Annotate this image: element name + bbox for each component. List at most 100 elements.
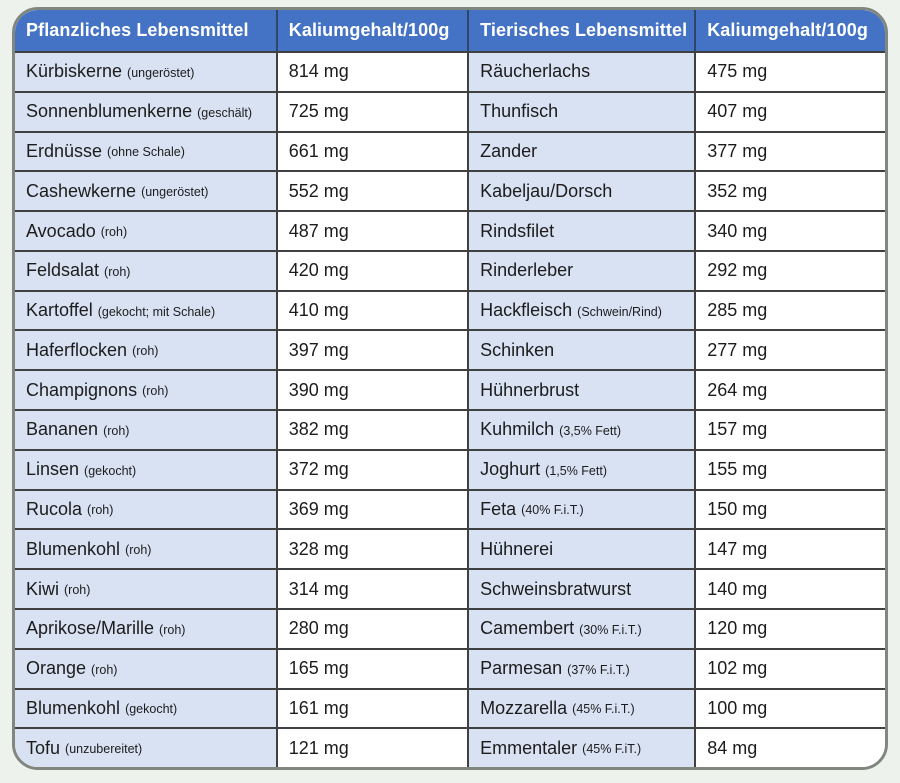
- animal-value-cell: 147 mg: [696, 530, 885, 569]
- plant-value-cell: 369 mg: [277, 490, 470, 529]
- animal-name-cell: Schinken: [469, 331, 697, 370]
- plant-value-cell: 420 mg: [277, 251, 470, 290]
- animal-name-cell: Feta (40% F.i.T.): [469, 490, 697, 529]
- plant-food-name: Blumenkohl: [26, 697, 121, 718]
- animal-value-cell: 352 mg: [696, 172, 885, 211]
- animal-potassium-value: 340 mg: [707, 220, 768, 241]
- plant-food-note: (roh): [91, 662, 118, 677]
- plant-potassium-value: 410 mg: [288, 300, 349, 321]
- animal-value-cell: 264 mg: [696, 371, 885, 410]
- plant-food-note: (roh): [125, 543, 152, 558]
- plant-value-cell: 814 mg: [277, 53, 470, 91]
- animal-food-name: Rinderleber: [480, 260, 574, 281]
- animal-food-name: Kuhmilch: [480, 419, 555, 440]
- plant-name-cell: Cashewkerne (ungeröstet): [15, 172, 278, 211]
- table-row: Aprikose/Marille (roh) 280 mg Camembert (30%…: [15, 607, 885, 648]
- animal-food-name: Schinken: [480, 339, 555, 360]
- animal-value-cell: 155 mg: [696, 450, 885, 489]
- plant-name-cell: Champignons (roh): [15, 371, 278, 410]
- plant-potassium-value: 328 mg: [288, 538, 349, 559]
- animal-name-cell: Emmentaler (45% F.iT.): [469, 729, 697, 767]
- animal-value-cell: 285 mg: [696, 291, 885, 330]
- table-body: Kürbiskerne (ungeröstet) 814 mg Räucherlach…: [15, 51, 885, 767]
- plant-food-name: Haferflocken: [26, 339, 128, 360]
- plant-name-cell: Kartoffel (gekocht; mit Schale): [15, 291, 278, 330]
- potassium-table: Pflanzliches Lebensmittel Kaliumgehalt/1…: [12, 7, 888, 770]
- plant-potassium-value: 372 mg: [288, 459, 349, 480]
- header-animal-potassium: Kaliumgehalt/100g: [707, 20, 868, 40]
- plant-potassium-value: 661 mg: [288, 140, 349, 161]
- plant-name-cell: Haferflocken (roh): [15, 331, 278, 370]
- plant-food-name: Erdnüsse: [26, 140, 103, 161]
- table-row: Rucola (roh) 369 mg Feta (40% F.i.T.) 150 mg: [15, 488, 885, 529]
- plant-food-name: Avocado: [26, 220, 96, 241]
- plant-food-name: Sonnenblumenkerne: [26, 101, 193, 122]
- plant-potassium-value: 280 mg: [288, 618, 349, 639]
- animal-value-cell: 150 mg: [696, 490, 885, 529]
- animal-potassium-value: 377 mg: [707, 140, 768, 161]
- animal-name-cell: Kabeljau/Dorsch: [469, 172, 697, 211]
- plant-potassium-value: 487 mg: [288, 220, 349, 241]
- table-row: Haferflocken (roh) 397 mg Schinken 277 mg: [15, 329, 885, 370]
- plant-value-cell: 390 mg: [277, 371, 470, 410]
- plant-name-cell: Avocado (roh): [15, 212, 278, 250]
- plant-name-cell: Rucola (roh): [15, 490, 278, 529]
- plant-value-cell: 725 mg: [277, 92, 470, 131]
- animal-food-note: (30% F.i.T.): [579, 622, 642, 637]
- animal-food-name: Emmentaler: [480, 737, 578, 758]
- animal-potassium-value: 120 mg: [707, 618, 768, 639]
- plant-name-cell: Orange (roh): [15, 649, 278, 688]
- plant-name-cell: Linsen (gekocht): [15, 450, 278, 489]
- animal-potassium-value: 264 mg: [707, 379, 768, 400]
- plant-value-cell: 121 mg: [277, 729, 470, 767]
- animal-name-cell: Rindsfilet: [469, 212, 697, 250]
- animal-value-cell: 140 mg: [696, 570, 885, 608]
- animal-food-note: (1,5% Fett): [545, 463, 607, 478]
- animal-name-cell: Rinderleber: [469, 251, 697, 290]
- plant-food-note: (roh): [142, 384, 169, 399]
- plant-food-name: Rucola: [26, 498, 83, 519]
- plant-potassium-value: 814 mg: [288, 61, 349, 82]
- plant-food-name: Kartoffel: [26, 300, 93, 321]
- plant-name-cell: Erdnüsse (ohne Schale): [15, 132, 278, 171]
- animal-potassium-value: 102 mg: [707, 658, 768, 679]
- plant-value-cell: 161 mg: [277, 689, 470, 728]
- animal-name-cell: Parmesan (37% F.i.T.): [469, 649, 697, 688]
- plant-name-cell: Sonnenblumenkerne (geschält): [15, 92, 278, 131]
- table-row: Avocado (roh) 487 mg Rindsfilet 340 mg: [15, 210, 885, 250]
- plant-food-note: (roh): [132, 344, 159, 359]
- plant-food-note: (roh): [87, 503, 114, 518]
- plant-food-name: Tofu: [26, 737, 61, 758]
- plant-food-name: Aprikose/Marille: [26, 618, 155, 639]
- plant-food-note: (gekocht): [84, 463, 137, 478]
- header-animal-foods: Tierisches Lebensmittel: [469, 10, 697, 51]
- table-header-row: Pflanzliches Lebensmittel Kaliumgehalt/1…: [15, 10, 885, 51]
- plant-food-note: (gekocht): [125, 702, 178, 717]
- animal-food-name: Hackfleisch: [480, 300, 573, 321]
- table-row: Sonnenblumenkerne (geschält) 725 mg Thunfis…: [15, 90, 885, 131]
- animal-name-cell: Kuhmilch (3,5% Fett): [469, 411, 697, 449]
- animal-name-cell: Camembert (30% F.i.T.): [469, 609, 697, 648]
- plant-food-note: (ungeröstet): [141, 185, 209, 200]
- plant-food-name: Orange: [26, 658, 87, 679]
- header-plant-potassium: Kaliumgehalt/100g: [278, 10, 470, 51]
- plant-food-name: Kürbiskerne: [26, 61, 123, 82]
- plant-food-name: Cashewkerne: [26, 180, 137, 201]
- animal-food-name: Joghurt: [480, 459, 541, 480]
- plant-value-cell: 165 mg: [277, 649, 470, 688]
- plant-name-cell: Blumenkohl (roh): [15, 530, 278, 569]
- plant-food-note: (roh): [103, 423, 130, 438]
- plant-name-cell: Aprikose/Marille (roh): [15, 609, 278, 648]
- animal-potassium-value: 475 mg: [707, 61, 768, 82]
- table-row: Feldsalat (roh) 420 mg Rinderleber 292 mg: [15, 249, 885, 290]
- animal-name-cell: Joghurt (1,5% Fett): [469, 450, 697, 489]
- animal-food-name: Kabeljau/Dorsch: [480, 180, 613, 201]
- plant-potassium-value: 165 mg: [288, 658, 349, 679]
- animal-food-name: Zander: [480, 140, 538, 161]
- animal-potassium-value: 285 mg: [707, 300, 768, 321]
- animal-value-cell: 292 mg: [696, 251, 885, 290]
- animal-food-name: Thunfisch: [480, 101, 559, 122]
- table-row: Tofu (unzubereitet) 121 mg Emmentaler (45% F…: [15, 727, 885, 767]
- plant-food-name: Champignons: [26, 379, 138, 400]
- animal-potassium-value: 292 mg: [707, 260, 768, 281]
